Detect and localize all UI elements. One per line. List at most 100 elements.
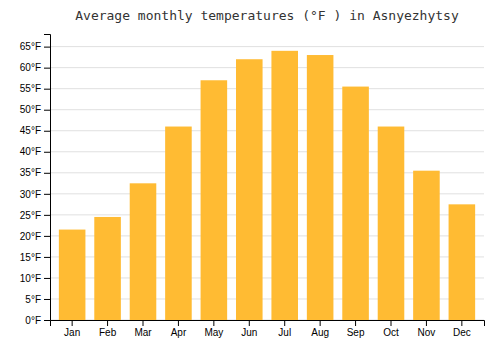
tick-label: 45°F — [20, 125, 41, 136]
axis-line — [51, 321, 485, 327]
tick: Mar — [134, 320, 152, 338]
tick-label: Oct — [383, 327, 399, 338]
chart-container: 0°F 5°F 10°F 15°F 20°F 25°F 30°F 35°F 40°F 45°F 50… — [0, 0, 500, 350]
tick: Jun — [241, 320, 257, 338]
tick: Nov — [418, 320, 436, 338]
tick-label: 5°F — [25, 294, 41, 305]
tick-mark — [44, 320, 50, 321]
tick-mark — [44, 47, 50, 48]
grid-line — [50, 130, 484, 131]
tick-mark — [72, 320, 73, 326]
tick: Aug — [311, 320, 329, 338]
chart: 0°F 5°F 10°F 15°F 20°F 25°F 30°F 35°F 40°F 45°F 50… — [0, 0, 500, 350]
tick: 45°F — [20, 125, 50, 136]
bars — [59, 51, 475, 320]
tick-label: Jun — [241, 327, 257, 338]
tick-label: Jul — [278, 327, 291, 338]
y-axis: 0°F 5°F 10°F 15°F 20°F 25°F 30°F 35°F 40°F 45°F 50… — [20, 35, 51, 326]
tick-label: 25°F — [20, 210, 41, 221]
tick: 10°F — [20, 273, 50, 284]
axis-line — [44, 35, 51, 321]
tick-label: 10°F — [20, 273, 41, 284]
tick: 20°F — [20, 231, 50, 242]
tick-label: Jan — [64, 327, 80, 338]
tick-label: 20°F — [20, 231, 41, 242]
bar — [201, 80, 228, 320]
tick-mark — [143, 320, 144, 326]
tick-label: 40°F — [20, 146, 41, 157]
tick: 35°F — [20, 167, 50, 178]
bar — [378, 127, 405, 320]
bar — [271, 51, 298, 320]
tick-label: 30°F — [20, 189, 41, 200]
tick: 50°F — [20, 104, 50, 115]
tick-mark — [213, 320, 214, 326]
tick-mark — [391, 320, 392, 326]
tick-mark — [44, 131, 50, 132]
tick-label: Aug — [311, 327, 329, 338]
tick-label: Feb — [99, 327, 117, 338]
tick: Dec — [453, 320, 471, 338]
tick-mark — [461, 320, 462, 326]
tick-label: Nov — [418, 327, 436, 338]
tick: 40°F — [20, 146, 50, 157]
tick-label: Dec — [453, 327, 471, 338]
title: Average monthly temperatures (°F ) in As… — [75, 8, 459, 23]
tick: Sep — [347, 320, 365, 338]
tick: 30°F — [20, 189, 50, 200]
tick-label: 55°F — [20, 83, 41, 94]
bar — [94, 217, 121, 320]
bar — [236, 59, 263, 320]
bar — [342, 87, 369, 320]
tick: 0°F — [25, 315, 50, 326]
tick: 65°F — [20, 41, 50, 52]
tick-mark — [44, 257, 50, 258]
bar — [307, 55, 334, 320]
tick-mark — [44, 236, 50, 237]
x-axis: Jan Feb Mar Apr May Jun Jul Aug Sep Oct Nov Dec — [51, 320, 485, 338]
tick-mark — [355, 320, 356, 326]
tick: 60°F — [20, 62, 50, 73]
tick: Jan — [64, 320, 80, 338]
bar — [59, 230, 86, 320]
tick-label: Apr — [171, 327, 187, 338]
tick-mark — [44, 89, 50, 90]
tick-label: 50°F — [20, 104, 41, 115]
tick-mark — [107, 320, 108, 326]
tick-label: 65°F — [20, 41, 41, 52]
tick-mark — [178, 320, 179, 326]
grid-line — [50, 109, 484, 110]
tick-mark — [44, 194, 50, 195]
tick-mark — [44, 68, 50, 69]
tick-label: May — [204, 327, 223, 338]
tick-mark — [284, 320, 285, 326]
tick-mark — [426, 320, 427, 326]
tick-mark — [249, 320, 250, 326]
tick-label: Sep — [347, 327, 365, 338]
grid — [50, 47, 484, 320]
tick-mark — [44, 299, 50, 300]
tick: 25°F — [20, 210, 50, 221]
bar — [449, 204, 476, 320]
tick: Feb — [99, 320, 117, 338]
tick: Apr — [171, 320, 187, 338]
bar — [130, 183, 157, 320]
tick: Jul — [278, 320, 291, 338]
tick-label: 15°F — [20, 252, 41, 263]
tick: 5°F — [25, 294, 50, 305]
tick-label: Mar — [134, 327, 152, 338]
tick-mark — [44, 110, 50, 111]
tick: 15°F — [20, 252, 50, 263]
tick: 55°F — [20, 83, 50, 94]
bar — [413, 171, 440, 320]
bar — [165, 127, 192, 320]
tick-label: 60°F — [20, 62, 41, 73]
grid-line — [50, 46, 484, 47]
tick-mark — [44, 215, 50, 216]
grid-line — [50, 151, 484, 152]
tick-mark — [44, 278, 50, 279]
tick-mark — [44, 152, 50, 153]
grid-line — [50, 67, 484, 68]
tick: Oct — [383, 320, 399, 338]
tick-label: 35°F — [20, 167, 41, 178]
